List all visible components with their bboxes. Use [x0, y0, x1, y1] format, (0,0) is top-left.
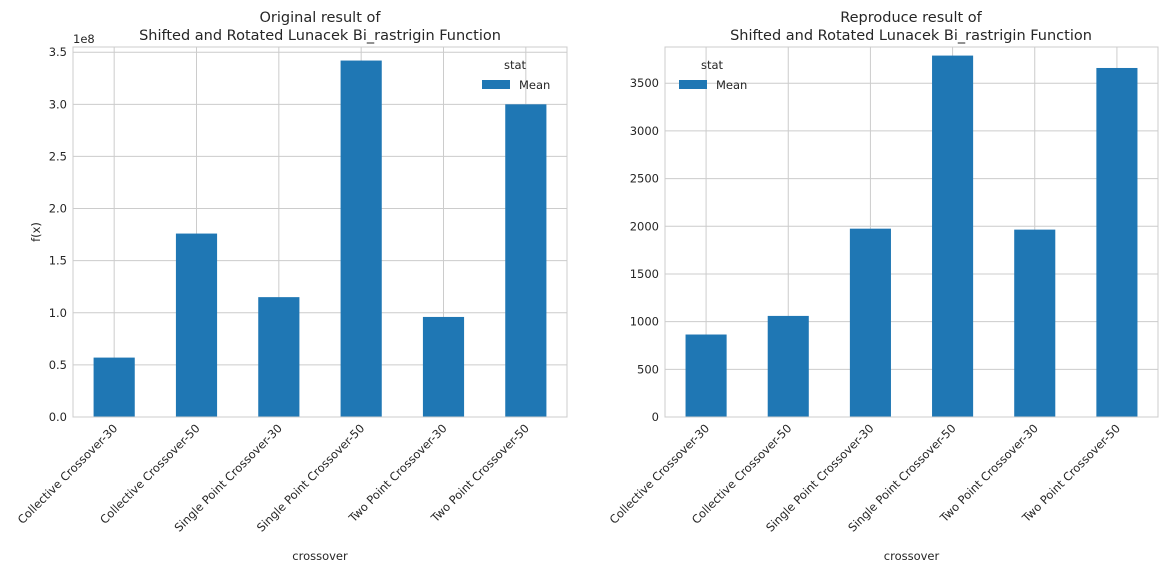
chart-title-line: Shifted and Rotated Lunacek Bi_rastrigin… [730, 28, 1092, 44]
y-tick-label: 1500 [630, 267, 659, 281]
bar [258, 297, 300, 417]
legend-swatch [482, 80, 510, 89]
y-tick-label: 3500 [630, 76, 659, 90]
y-tick-label: 2500 [630, 172, 659, 186]
plot-frame [72, 46, 568, 418]
chart-title-line: Original result of [260, 10, 382, 26]
bar [175, 233, 218, 417]
bar [767, 315, 809, 417]
legend-label: Mean [519, 78, 550, 92]
bar [340, 60, 382, 418]
y-tick-label: 0 [652, 410, 659, 424]
y-tick-label: 3.5 [49, 45, 67, 59]
bar [505, 104, 547, 417]
y-tick-label: 2.0 [49, 202, 67, 216]
chart-title-line: Shifted and Rotated Lunacek Bi_rastrigin… [139, 28, 501, 44]
y-tick-label: 500 [637, 362, 659, 376]
legend-swatch [679, 80, 707, 89]
legend-title: stat [701, 58, 724, 72]
legend: stat Mean [679, 58, 747, 92]
y-tick-label: 1000 [630, 315, 659, 329]
y-tick-label: 3000 [630, 124, 659, 138]
bar [1014, 229, 1056, 417]
y-tick-label: 2.5 [49, 149, 67, 163]
y-tick-label: 1.5 [49, 254, 67, 268]
bar [685, 334, 727, 417]
chart-title-line: Reproduce result of [840, 10, 982, 26]
y-tick-label: 3.0 [49, 97, 67, 111]
plot-frame [664, 46, 1159, 418]
x-axis-label: crossover [884, 549, 940, 563]
legend-title: stat [504, 58, 527, 72]
y-tick-label: 0.5 [49, 358, 67, 372]
y-axis-label: f(x) [29, 222, 43, 242]
plot-area [665, 47, 1158, 417]
bar [1096, 67, 1138, 418]
y-tick-label: 0.0 [49, 410, 67, 424]
y-tick-label: 1.0 [49, 306, 67, 320]
bar [422, 316, 465, 417]
legend-label: Mean [716, 78, 747, 92]
bar [93, 357, 135, 417]
y-tick-label: 2000 [630, 219, 659, 233]
x-axis-label: crossover [292, 549, 348, 563]
bar [849, 228, 891, 417]
plot-area [73, 47, 567, 417]
bar [932, 55, 974, 418]
legend: stat Mean [482, 58, 550, 92]
y-offset-label: 1e8 [73, 32, 95, 46]
